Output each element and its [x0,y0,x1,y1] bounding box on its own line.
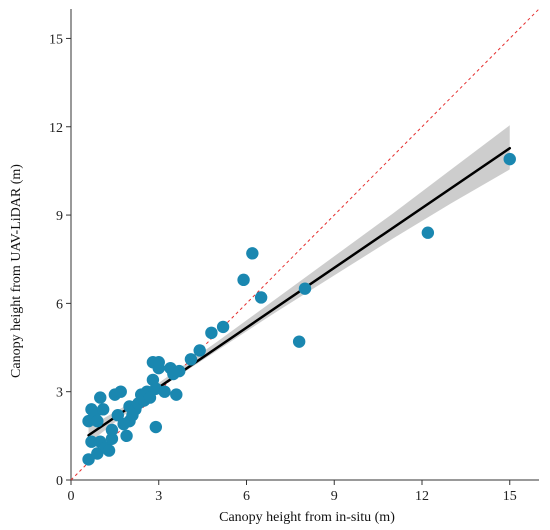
data-point [91,414,104,428]
data-point [503,152,516,166]
data-point [158,385,171,398]
y-tick-label: 12 [49,121,63,136]
y-tick-label: 6 [56,297,63,312]
data-point [143,391,157,404]
x-axis-label: Canopy height from in-situ (m) [219,510,395,525]
data-point [254,291,268,304]
data-point [91,447,104,460]
x-tick-label: 15 [503,489,517,504]
data-point [94,391,107,404]
points-layer [82,152,516,466]
y-tick-label: 9 [56,209,63,224]
x-tick-label: 3 [155,489,162,504]
data-point [105,423,119,437]
data-point [205,326,218,340]
y-tick-label: 3 [56,386,63,401]
x-tick-label: 9 [331,489,338,504]
data-point [193,344,206,357]
data-point [102,444,116,457]
data-point [216,320,230,334]
data-point [298,282,312,295]
y-axis-label: Canopy height from UAV-LiDAR (m) [9,164,24,378]
y-tick-label: 15 [49,32,63,47]
x-tick-label: 6 [243,489,250,504]
data-point [82,453,95,466]
axes-layer: 0 3 6 9 12 15 0 3 6 9 12 15 [49,9,539,504]
data-point [170,388,183,401]
y-tick-label: 0 [56,474,63,489]
data-point [111,409,125,422]
x-tick-label: 12 [415,489,429,504]
data-point [237,273,250,287]
data-point [120,429,133,443]
data-point [149,420,163,434]
data-point [421,226,435,239]
data-point [184,353,198,366]
data-point [173,364,186,378]
data-point [246,247,259,260]
data-point [114,385,127,398]
data-point [152,356,165,369]
data-point [85,435,98,448]
data-point [96,403,110,416]
data-point [292,335,306,348]
x-tick-label: 0 [68,489,75,504]
data-point [105,432,119,445]
